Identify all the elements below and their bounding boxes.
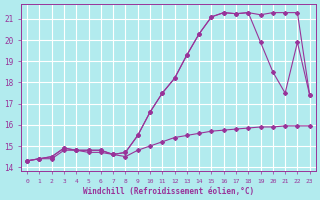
X-axis label: Windchill (Refroidissement éolien,°C): Windchill (Refroidissement éolien,°C): [83, 187, 254, 196]
